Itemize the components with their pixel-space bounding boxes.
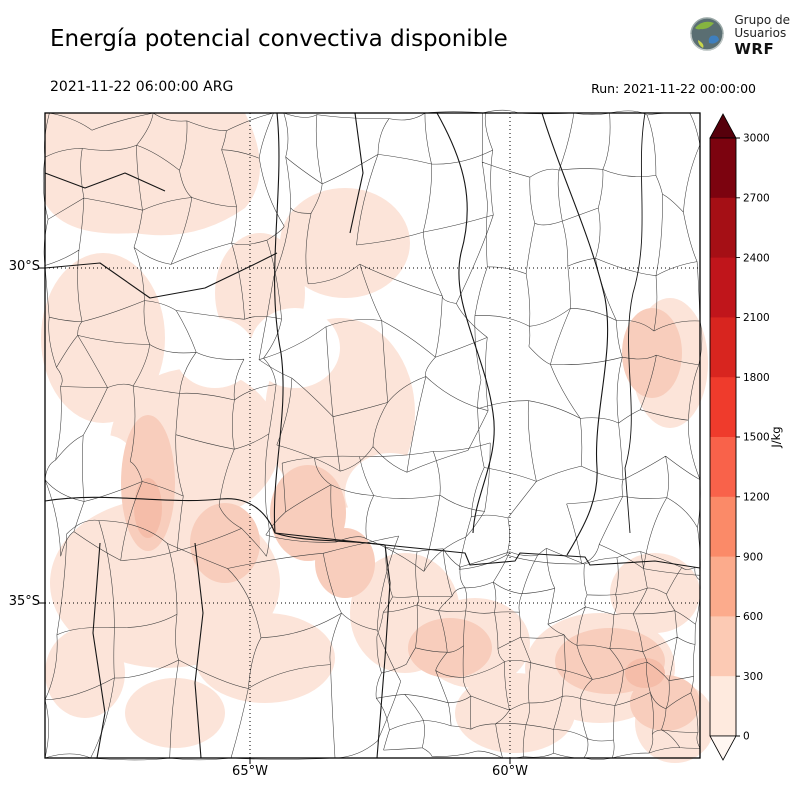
axis-ticks bbox=[39, 267, 511, 764]
province-boundaries bbox=[44, 112, 701, 759]
wrf-logo: Grupo de Usuarios WRF bbox=[686, 13, 790, 59]
colorbar-arrow-top bbox=[709, 113, 737, 139]
model-run-label: Run: 2021-11-22 00:00:00 bbox=[591, 81, 756, 96]
cbar-tick-2100: 2100 bbox=[743, 312, 770, 324]
cbar-tick-900: 900 bbox=[743, 551, 763, 563]
department-boundaries bbox=[42, 109, 703, 761]
cape-shading bbox=[41, 113, 715, 763]
colorbar-segments bbox=[710, 138, 736, 736]
cbar-tick-0: 0 bbox=[743, 731, 750, 743]
cape-map bbox=[39, 109, 715, 764]
colorbar-tick-labels: 3000 2700 2400 2100 1800 1500 1200 900 6… bbox=[743, 133, 770, 743]
cbar-tick-300: 300 bbox=[743, 671, 763, 683]
cbar-tick-3000: 3000 bbox=[743, 133, 770, 145]
logo-line-3: WRF bbox=[734, 40, 775, 59]
valid-time-label: 2021-11-22 06:00:00 ARG bbox=[50, 79, 234, 95]
ytick-35s: 35°S bbox=[8, 594, 40, 609]
cbar-tick-1200: 1200 bbox=[743, 491, 770, 503]
page-title: Energía potencial convectiva disponible bbox=[50, 26, 508, 52]
colorbar-tickmarks bbox=[736, 137, 740, 737]
colorbar-arrow-bottom bbox=[709, 735, 737, 761]
logo-line-1: Grupo de bbox=[734, 12, 790, 27]
xtick-60w: 60°W bbox=[492, 764, 528, 779]
cbar-tick-1500: 1500 bbox=[743, 432, 770, 444]
cbar-tick-600: 600 bbox=[743, 611, 763, 623]
cbar-tick-1800: 1800 bbox=[743, 372, 770, 384]
cbar-tick-2700: 2700 bbox=[743, 192, 770, 204]
logo-text: Grupo de Usuarios WRF bbox=[734, 12, 790, 59]
xtick-65w: 65°W bbox=[232, 764, 268, 779]
ytick-30s: 30°S bbox=[8, 259, 40, 274]
colorbar-units-label: J/kg bbox=[769, 426, 783, 448]
map-frame bbox=[44, 112, 701, 759]
globe-icon bbox=[686, 13, 728, 59]
cbar-tick-2400: 2400 bbox=[743, 252, 770, 264]
logo-line-2: Usuarios bbox=[734, 26, 787, 41]
map-panel bbox=[39, 109, 715, 764]
colorbar: 3000 2700 2400 2100 1800 1500 1200 900 6… bbox=[708, 112, 793, 767]
